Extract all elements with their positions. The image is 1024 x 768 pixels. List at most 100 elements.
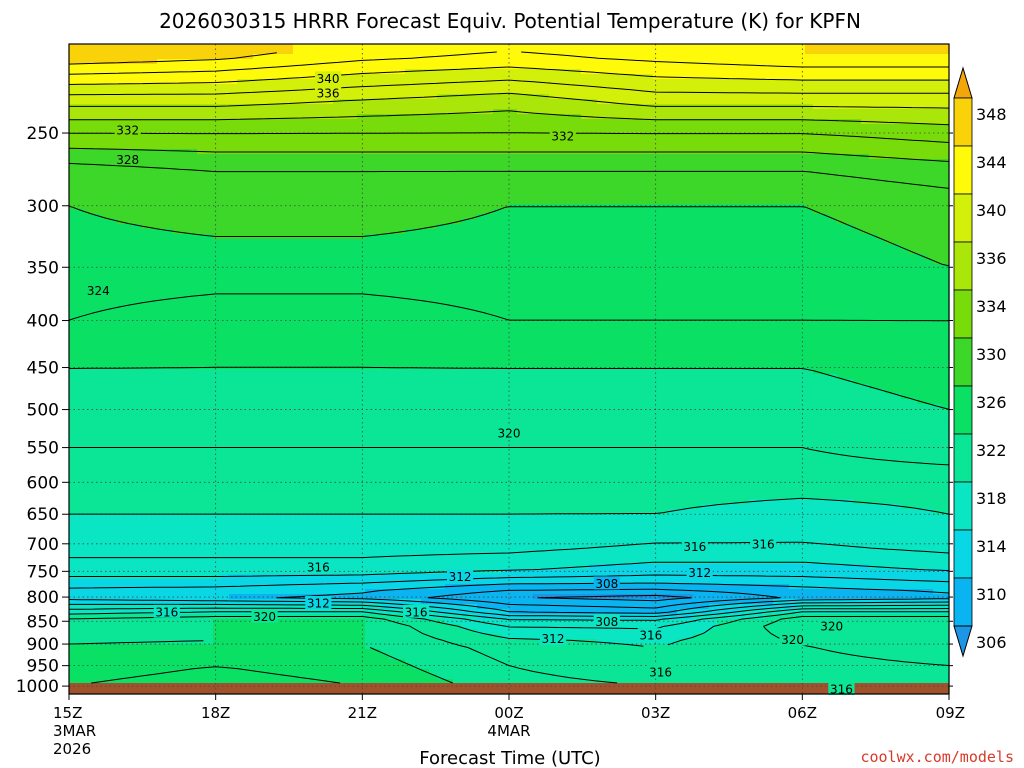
- field-cell: [445, 79, 454, 85]
- field-cell: [253, 214, 262, 220]
- field-cell: [445, 74, 454, 80]
- field-cell: [773, 99, 782, 105]
- field-cell: [517, 59, 526, 65]
- field-cell: [733, 174, 742, 180]
- field-cell: [613, 84, 622, 90]
- field-cell: [349, 144, 358, 150]
- field-cell: [77, 179, 86, 185]
- field-cell: [837, 94, 846, 100]
- field-cell: [189, 194, 198, 200]
- field-cell: [437, 214, 446, 220]
- field-cell: [925, 159, 934, 165]
- field-cell: [237, 94, 246, 100]
- field-cell: [485, 114, 494, 120]
- field-cell: [717, 164, 726, 170]
- field-cell: [917, 234, 926, 240]
- field-cell: [117, 89, 126, 95]
- field-cell: [149, 154, 158, 160]
- field-cell: [397, 184, 406, 190]
- field-cell: [261, 194, 270, 200]
- field-cell: [525, 254, 534, 260]
- field-cell: [189, 64, 198, 70]
- field-cell: [933, 254, 942, 260]
- field-cell: [277, 54, 286, 60]
- field-cell: [85, 134, 94, 140]
- field-cell: [293, 44, 302, 50]
- field-cell: [229, 154, 238, 160]
- field-cell: [349, 139, 358, 145]
- field-cell: [341, 209, 350, 215]
- field-cell: [277, 204, 286, 210]
- field-cell: [413, 229, 422, 235]
- field-cell: [365, 64, 374, 70]
- field-cell: [141, 54, 150, 60]
- field-cell: [709, 89, 718, 95]
- field-cell: [301, 209, 310, 215]
- field-cell: [829, 49, 838, 55]
- field-cell: [461, 224, 470, 230]
- field-cell: [925, 164, 934, 170]
- field-cell: [229, 189, 238, 195]
- field-cell: [413, 69, 422, 75]
- field-cell: [893, 124, 902, 130]
- field-cell: [941, 129, 950, 135]
- field-cell: [581, 249, 590, 255]
- field-cell: [597, 229, 606, 235]
- field-cell: [573, 124, 582, 130]
- field-cell: [165, 64, 174, 70]
- field-cell: [757, 74, 766, 80]
- field-cell: [757, 224, 766, 230]
- field-cell: [741, 199, 750, 205]
- field-cell: [837, 264, 846, 270]
- field-cell: [549, 264, 558, 270]
- field-cell: [77, 69, 86, 75]
- field-cell: [821, 54, 830, 60]
- field-cell: [469, 259, 478, 265]
- field-cell: [709, 234, 718, 240]
- field-cell: [77, 209, 86, 215]
- field-cell: [909, 79, 918, 85]
- field-cell: [917, 204, 926, 210]
- field-cell: [405, 264, 414, 270]
- field-cell: [253, 179, 262, 185]
- field-cell: [517, 119, 526, 125]
- field-cell: [933, 169, 942, 175]
- field-cell: [941, 49, 950, 55]
- field-cell: [205, 59, 214, 65]
- field-cell: [733, 44, 742, 50]
- field-cell: [365, 179, 374, 185]
- field-cell: [109, 254, 118, 260]
- field-cell: [813, 69, 822, 75]
- field-cell: [629, 49, 638, 55]
- field-cell: [557, 239, 566, 245]
- field-cell: [653, 134, 662, 140]
- field-cell: [141, 84, 150, 90]
- field-cell: [405, 79, 414, 85]
- field-cell: [845, 184, 854, 190]
- field-cell: [69, 219, 78, 225]
- field-cell: [797, 84, 806, 90]
- field-cell: [525, 64, 534, 70]
- field-cell: [597, 59, 606, 65]
- field-cell: [157, 134, 166, 140]
- field-cell: [429, 129, 438, 135]
- field-cell: [789, 79, 798, 85]
- field-cell: [469, 114, 478, 120]
- field-cell: [253, 159, 262, 165]
- field-cell: [485, 139, 494, 145]
- field-cell: [837, 249, 846, 255]
- field-cell: [357, 199, 366, 205]
- field-cell: [381, 179, 390, 185]
- field-cell: [517, 234, 526, 240]
- field-cell: [661, 244, 670, 250]
- field-cell: [357, 224, 366, 230]
- field-cell: [917, 154, 926, 160]
- field-cell: [101, 109, 110, 115]
- field-cell: [309, 59, 318, 65]
- field-cell: [109, 164, 118, 170]
- field-cell: [309, 84, 318, 90]
- field-cell: [173, 194, 182, 200]
- field-cell: [829, 84, 838, 90]
- field-cell: [661, 109, 670, 115]
